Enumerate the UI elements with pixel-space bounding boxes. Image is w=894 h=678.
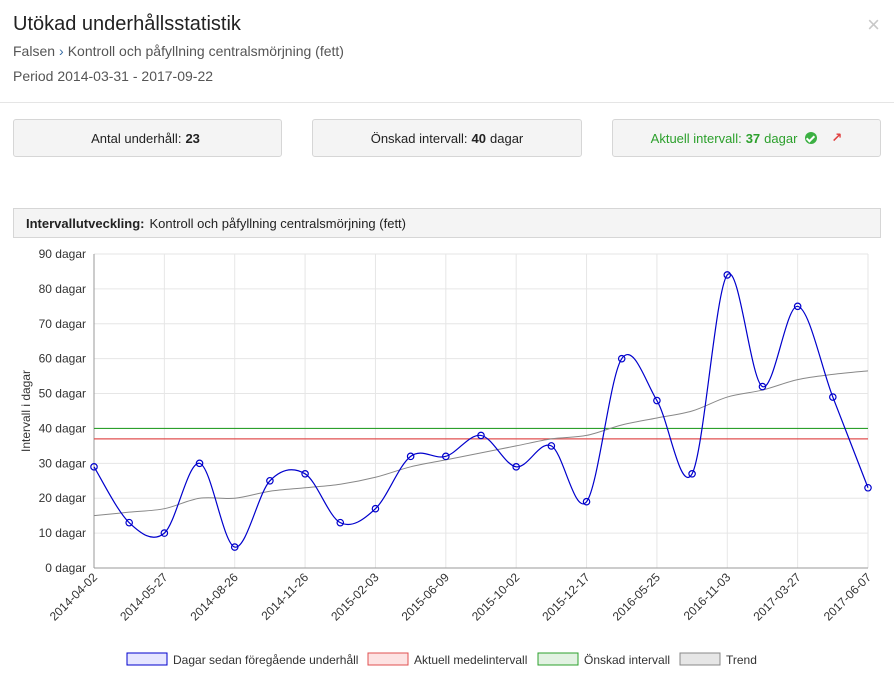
data-point xyxy=(547,442,556,450)
data-point xyxy=(617,354,626,363)
section-label: Intervallutveckling: xyxy=(26,215,145,231)
legend-swatch xyxy=(679,652,721,666)
data-point xyxy=(793,302,802,311)
stat-current-unit: dagar xyxy=(764,130,798,146)
data-point xyxy=(195,459,204,468)
data-point xyxy=(371,504,380,513)
legend-label: Dagar sedan föregående underhåll xyxy=(173,653,358,667)
data-point xyxy=(442,452,450,461)
y-tick-label: 90 dagar xyxy=(39,247,86,261)
stat-current-value: 37 xyxy=(745,130,761,146)
modal-header: Utökad underhållsstatistik × Falsen › Kont… xyxy=(0,0,894,103)
period-text: Period 2014-03-31 - 2017-09-22 xyxy=(13,68,214,84)
stat-desired-unit: dagar xyxy=(490,130,524,146)
data-point xyxy=(829,393,837,401)
interval-chart: 0 dagar 10 dagar 20 dagar 30 dagar 40 dagar 5… xyxy=(19,247,875,667)
y-axis-label: Intervall i dagar xyxy=(19,370,33,452)
section-subject: Kontroll och påfyllning centralsmörjning… xyxy=(149,215,406,231)
check-circle-icon xyxy=(805,132,818,144)
y-tick-label: 10 dagar xyxy=(39,526,86,540)
stat-current-label: Aktuell intervall: xyxy=(650,130,742,146)
x-tick-label: 2015-12-17 xyxy=(539,570,593,624)
legend-label: Trend xyxy=(726,653,757,667)
x-tick-label: 2014-08-26 xyxy=(188,570,242,624)
data-point xyxy=(160,529,169,537)
legend-swatch xyxy=(367,652,409,666)
stat-count: Antal underhåll: 23 xyxy=(13,119,282,157)
y-tick-label: 20 dagar xyxy=(39,491,86,505)
data-point xyxy=(653,396,661,405)
stat-count-label: Antal underhåll: xyxy=(91,130,182,146)
breadcrumb-parent[interactable]: Falsen xyxy=(13,43,56,59)
section-header: Intervallutveckling: Kontroll och påfyll… xyxy=(13,208,881,238)
breadcrumb: Falsen › Kontroll och påfyllning centralsm… xyxy=(13,43,344,59)
interval-series-line xyxy=(93,273,869,548)
x-tick-label: 2015-02-03 xyxy=(328,570,382,624)
y-tick-label: 70 dagar xyxy=(39,317,86,331)
data-point xyxy=(688,470,696,478)
modal-title: Utökad underhållsstatistik xyxy=(13,13,241,35)
data-point xyxy=(266,476,274,485)
y-tick-label: 0 dagar xyxy=(45,561,86,575)
x-tick-label: 2017-03-27 xyxy=(750,570,804,624)
close-icon[interactable]: × xyxy=(867,12,880,37)
stat-desired-value: 40 xyxy=(471,130,487,146)
trend-line xyxy=(93,370,869,517)
trend-up-arrow-icon: ↗ xyxy=(831,130,843,145)
data-point xyxy=(758,382,767,391)
legend-swatch xyxy=(537,652,579,666)
x-tick-label: 2014-11-26 xyxy=(259,570,312,623)
data-point xyxy=(864,483,872,492)
data-point xyxy=(125,518,133,527)
data-point xyxy=(406,452,415,461)
data-point xyxy=(582,497,591,506)
y-tick-label: 30 dagar xyxy=(39,456,86,470)
stat-current-interval: Aktuell intervall: 37 dagar ↗ xyxy=(612,119,881,157)
x-tick-label: 2014-04-02 xyxy=(47,570,101,624)
legend-label: Aktuell medelintervall xyxy=(414,653,527,667)
y-tick-label: 80 dagar xyxy=(39,282,86,296)
x-tick-label: 2014-05-27 xyxy=(117,570,171,624)
x-tick-label: 2016-05-25 xyxy=(610,570,664,624)
x-tick-label: 2015-06-09 xyxy=(399,570,453,624)
data-point xyxy=(90,463,98,471)
data-point xyxy=(723,271,732,279)
y-tick-label: 50 dagar xyxy=(39,387,86,401)
data-point xyxy=(512,463,520,471)
y-tick-label: 40 dagar xyxy=(39,421,86,435)
y-tick-label: 60 dagar xyxy=(39,352,86,366)
legend-label: Önskad intervall xyxy=(584,653,670,667)
data-point xyxy=(477,431,485,440)
data-point xyxy=(336,518,345,527)
data-point xyxy=(230,543,239,551)
stat-desired-label: Önskad intervall: xyxy=(370,130,468,146)
x-tick-label: 2015-10-02 xyxy=(469,570,523,624)
data-point xyxy=(301,470,309,478)
breadcrumb-current: Kontroll och påfyllning centralsmörjning… xyxy=(67,43,344,59)
x-tick-label: 2016-11-03 xyxy=(681,570,734,623)
breadcrumb-separator-icon: › xyxy=(59,43,64,59)
stat-desired-interval: Önskad intervall: 40 dagar xyxy=(312,119,582,157)
legend-swatch xyxy=(126,652,168,666)
x-tick-label: 2017-06-07 xyxy=(821,570,875,624)
stat-count-value: 23 xyxy=(185,130,200,146)
